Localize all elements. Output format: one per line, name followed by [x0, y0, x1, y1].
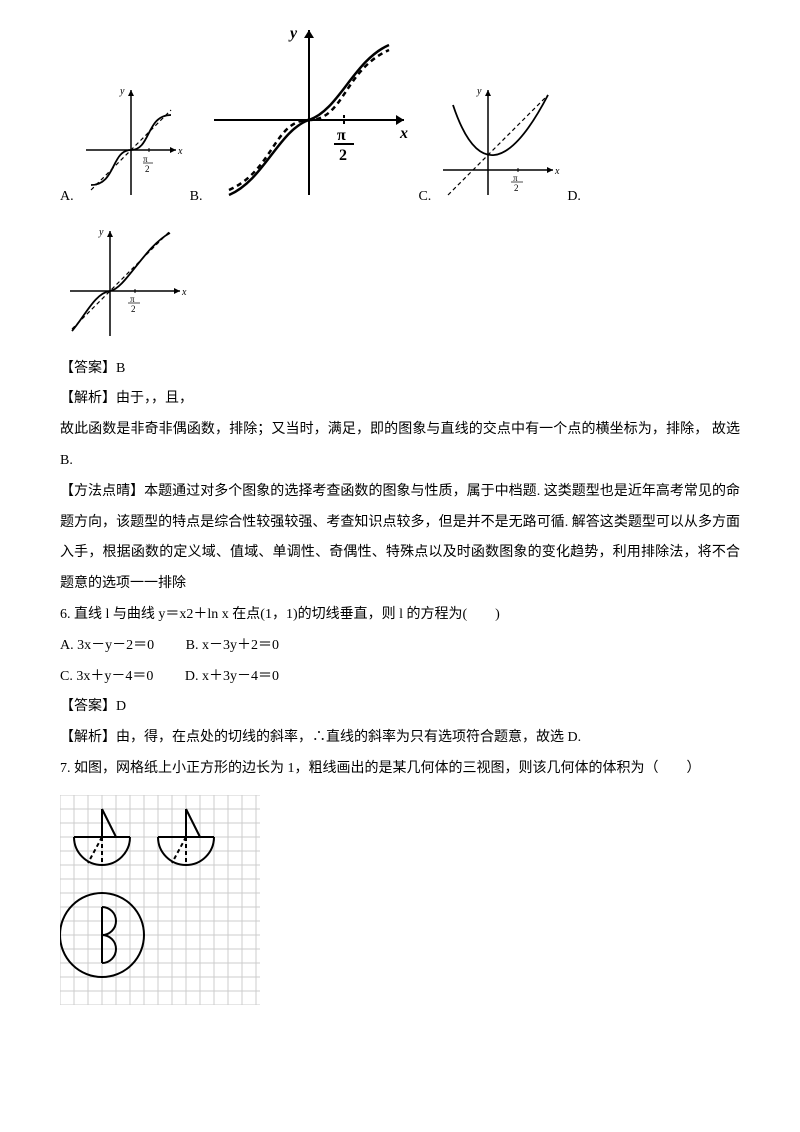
q5-option-b: B. x y π 2 — [190, 20, 415, 213]
q6-choice-a: A. 3x－y－2＝0 — [60, 631, 154, 662]
svg-text:x: x — [181, 287, 187, 298]
q6-choice-b: B. x－3y＋2＝0 — [186, 631, 279, 662]
svg-text:y: y — [288, 25, 298, 42]
svg-text:π: π — [513, 173, 518, 183]
q6-choices-cd: C. 3x＋y－4＝0 D. x＋3y－4＝0 — [60, 662, 740, 693]
q5-analysis-p1: 故此函数是非奇非偶函数，排除；又当时，满足，即的图象与直线的交点中有一个点的横坐… — [60, 415, 740, 477]
svg-text:π: π — [143, 154, 148, 164]
q6-answer: 【答案】D — [60, 692, 740, 723]
svg-text:2: 2 — [131, 304, 136, 314]
svg-text:x: x — [554, 166, 560, 177]
q5-method: 【方法点晴】本题通过对多个图象的选择考查函数的图象与性质，属于中档题. 这类题型… — [60, 477, 740, 600]
q5-graph-a: x y π 2 — [76, 80, 186, 213]
svg-text:2: 2 — [339, 147, 347, 164]
q6-stem: 6. 直线 l 与曲线 y＝x2＋ln x 在点(1，1)的切线垂直，则 l 的… — [60, 600, 740, 631]
svg-text:y: y — [119, 86, 125, 97]
svg-text:y: y — [476, 86, 482, 97]
q5-graph-b: x y π 2 — [204, 20, 414, 213]
q5-d-label: D. — [567, 182, 583, 213]
q6-choices-ab: A. 3x－y－2＝0 B. x－3y＋2＝0 — [60, 631, 740, 662]
svg-text:y: y — [98, 227, 104, 238]
q7-stem: 7. 如图，网格纸上小正方形的边长为 1，粗线画出的是某几何体的三视图，则该几何… — [60, 754, 740, 785]
q5-option-a: A. x y π 2 — [60, 80, 186, 213]
q6-choice-c: C. 3x＋y－4＝0 — [60, 662, 153, 693]
svg-text:x: x — [399, 125, 408, 142]
q5-option-d-label: D. — [567, 182, 583, 213]
svg-text:2: 2 — [145, 164, 150, 174]
q6-analysis: 【解析】由，得，在点处的切线的斜率，∴直线的斜率为只有选项符合题意，故选 D. — [60, 723, 740, 754]
q5-option-d: x y π 2 — [60, 221, 740, 354]
q5-options-row: A. x y π 2 — [60, 20, 740, 213]
q5-a-label: A. — [60, 182, 76, 213]
q7-figure — [60, 795, 740, 1018]
q5-option-c: C. x y π 2 — [418, 80, 563, 213]
svg-text:π: π — [130, 294, 135, 304]
q5-graph-d: x y π 2 — [60, 221, 190, 354]
q5-c-label: C. — [418, 182, 433, 213]
q6-choice-d: D. x＋3y－4＝0 — [185, 662, 279, 693]
q5-analysis-lead: 【解析】由于，，且， — [60, 384, 740, 415]
svg-text:x: x — [177, 146, 183, 157]
svg-text:π: π — [337, 127, 346, 144]
q5-answer: 【答案】B — [60, 354, 740, 385]
q5-b-label: B. — [190, 182, 205, 213]
q5-graph-c: x y π 2 — [433, 80, 563, 213]
svg-text:2: 2 — [514, 183, 519, 193]
